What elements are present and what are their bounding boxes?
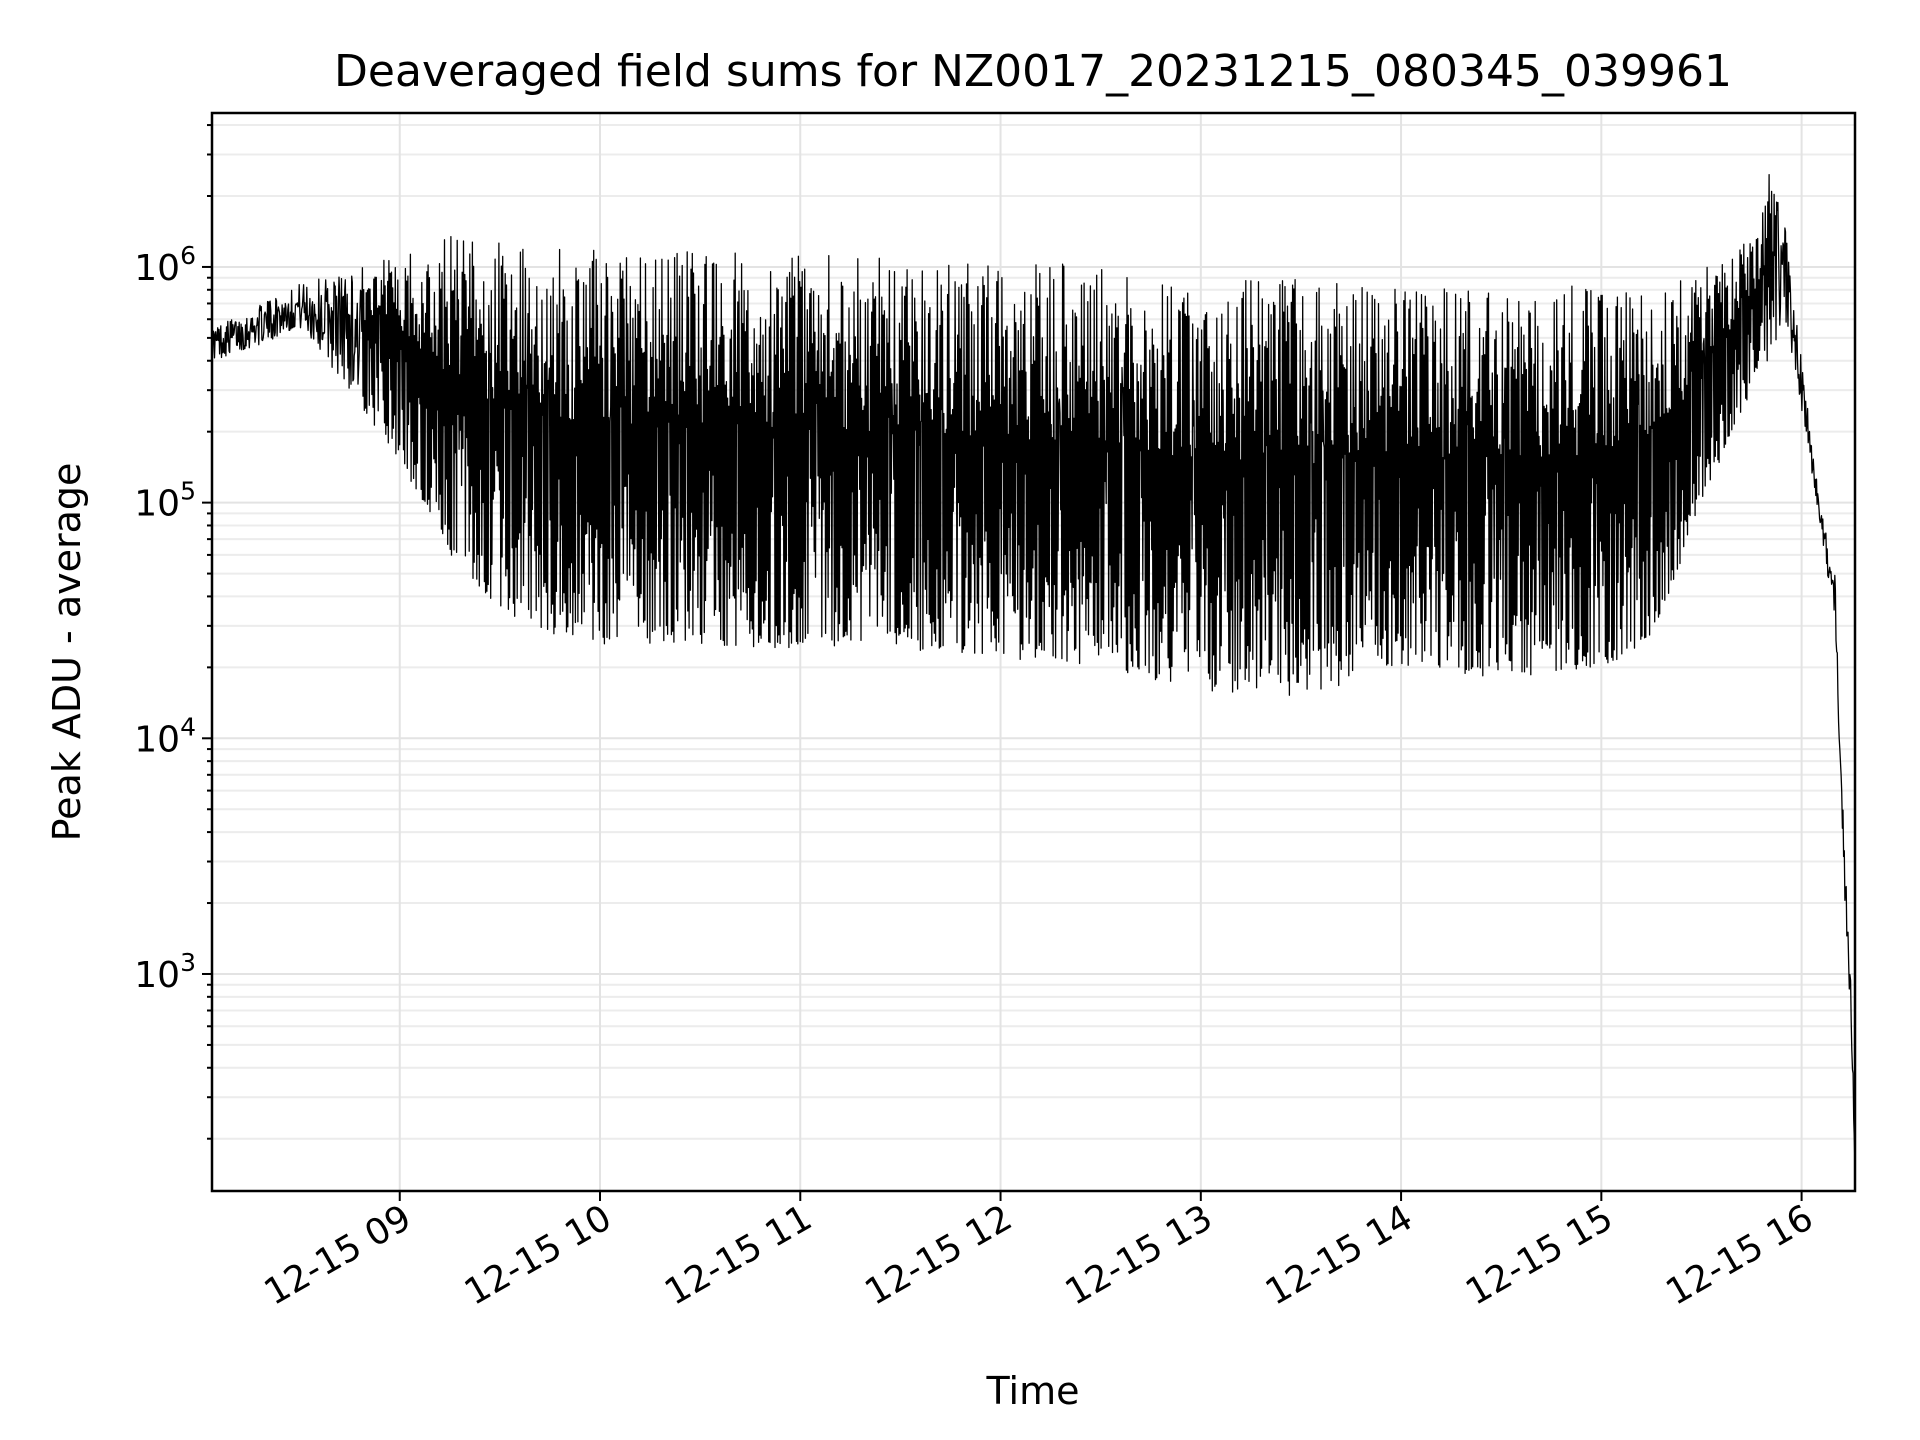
x-axis-label: Time [986,1369,1080,1413]
y-tick-label: 104 [134,712,196,760]
x-axis: 12-15 09 12-15 10 12-15 11 12-15 12 12-15 13… [258,1191,1820,1314]
chart-title: Deaveraged field sums for NZ0017_2023121… [334,46,1732,97]
x-tick-label: 12-15 14 [1259,1197,1420,1313]
y-tick-label: 105 [134,477,196,525]
x-tick-label: 12-15 15 [1459,1197,1620,1313]
y-axis-label: Peak ADU - average [45,463,89,842]
y-axis: 103 104 105 106 [134,124,212,1140]
series-line [211,174,1856,1169]
y-tick-label: 103 [134,948,196,996]
x-tick-label: 12-15 16 [1659,1197,1820,1313]
x-tick-label: 12-15 12 [858,1197,1019,1313]
plot-frame [210,111,1857,1193]
x-tick-label: 12-15 13 [1059,1197,1220,1313]
x-tick-label: 12-15 11 [658,1197,819,1313]
y-tick-label: 106 [134,241,196,289]
x-tick-label: 12-15 09 [258,1197,419,1313]
x-tick-label: 12-15 10 [458,1197,619,1313]
